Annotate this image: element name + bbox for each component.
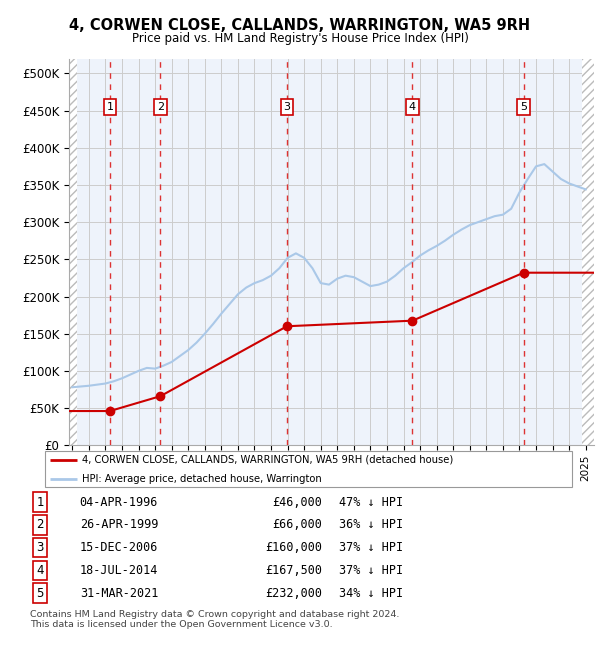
Text: 04-APR-1996: 04-APR-1996 [80, 495, 158, 508]
Text: 2: 2 [157, 102, 164, 112]
Text: £66,000: £66,000 [272, 519, 323, 532]
Text: 15-DEC-2006: 15-DEC-2006 [80, 541, 158, 554]
Text: 37% ↓ HPI: 37% ↓ HPI [339, 541, 403, 554]
Text: £160,000: £160,000 [266, 541, 323, 554]
Text: 34% ↓ HPI: 34% ↓ HPI [339, 586, 403, 599]
Text: 4, CORWEN CLOSE, CALLANDS, WARRINGTON, WA5 9RH (detached house): 4, CORWEN CLOSE, CALLANDS, WARRINGTON, W… [82, 455, 454, 465]
Text: 18-JUL-2014: 18-JUL-2014 [80, 564, 158, 577]
Text: 1: 1 [106, 102, 113, 112]
Text: 3: 3 [283, 102, 290, 112]
Text: £167,500: £167,500 [266, 564, 323, 577]
Text: 37% ↓ HPI: 37% ↓ HPI [339, 564, 403, 577]
Bar [581, 58, 594, 445]
Text: £232,000: £232,000 [266, 586, 323, 599]
Text: 36% ↓ HPI: 36% ↓ HPI [339, 519, 403, 532]
Text: 4: 4 [36, 564, 44, 577]
Text: 5: 5 [36, 586, 44, 599]
Text: 4: 4 [409, 102, 416, 112]
Text: Price paid vs. HM Land Registry's House Price Index (HPI): Price paid vs. HM Land Registry's House … [131, 32, 469, 45]
Text: 3: 3 [36, 541, 44, 554]
Text: 31-MAR-2021: 31-MAR-2021 [80, 586, 158, 599]
Bar [69, 58, 77, 445]
Text: 47% ↓ HPI: 47% ↓ HPI [339, 495, 403, 508]
Text: 4, CORWEN CLOSE, CALLANDS, WARRINGTON, WA5 9RH: 4, CORWEN CLOSE, CALLANDS, WARRINGTON, W… [70, 18, 530, 33]
Text: Contains HM Land Registry data © Crown copyright and database right 2024.
This d: Contains HM Land Registry data © Crown c… [30, 610, 400, 629]
Text: HPI: Average price, detached house, Warrington: HPI: Average price, detached house, Warr… [82, 474, 322, 484]
Text: 2: 2 [36, 519, 44, 532]
Text: 5: 5 [520, 102, 527, 112]
Text: 1: 1 [36, 495, 44, 508]
Text: 26-APR-1999: 26-APR-1999 [80, 519, 158, 532]
Text: £46,000: £46,000 [272, 495, 323, 508]
FancyBboxPatch shape [44, 450, 572, 487]
